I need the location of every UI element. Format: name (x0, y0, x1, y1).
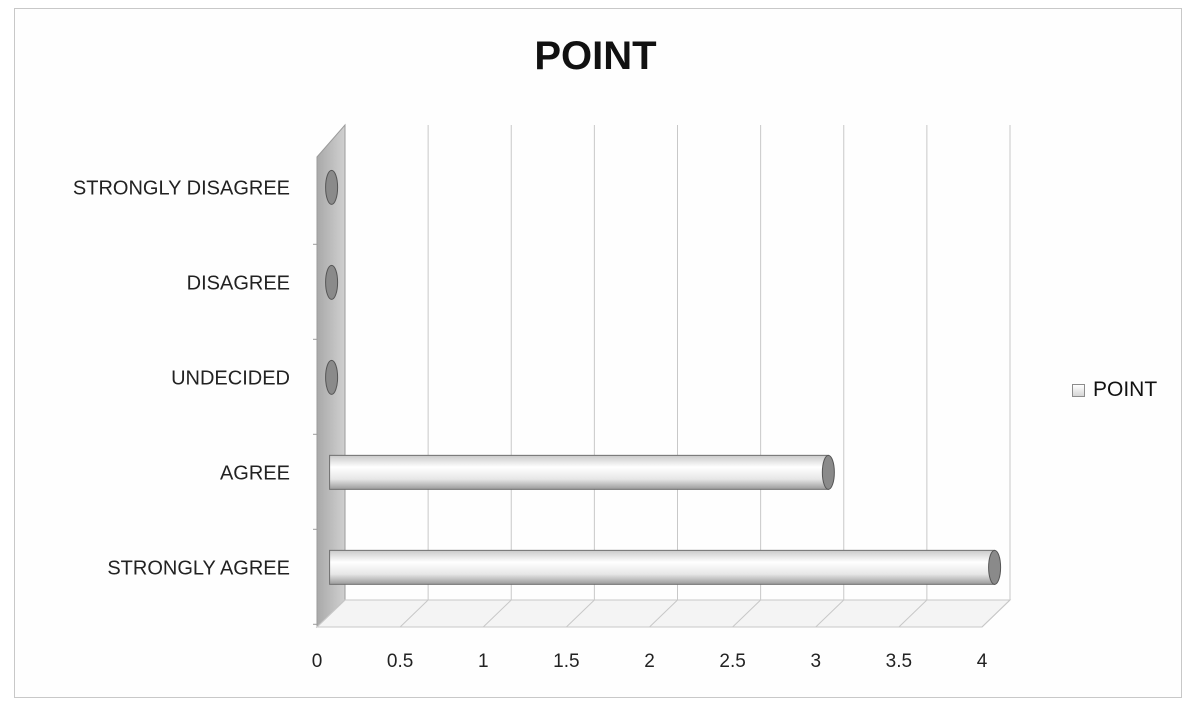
bar-cap (325, 264, 339, 300)
bar-cap (821, 454, 835, 490)
bar (329, 454, 829, 490)
floor-gridline (566, 599, 595, 628)
y-category-label: UNDECIDED (171, 367, 290, 389)
y-category-label: AGREE (220, 462, 290, 484)
x-tick-label: 4 (977, 651, 988, 672)
legend-swatch (1072, 383, 1085, 397)
floor-gridline (732, 599, 761, 628)
legend: POINT (1072, 378, 1157, 402)
floor-gridline (981, 599, 1011, 628)
floor-gridline (482, 599, 512, 628)
x-tick-label: 3.5 (886, 651, 912, 672)
bar-cap (325, 359, 339, 395)
floor-gridline (316, 599, 346, 628)
bar-cap (988, 549, 1002, 585)
x-tick-label: 3 (810, 651, 821, 672)
chart-title: POINT (534, 34, 657, 78)
x-tick-label: 1.5 (553, 651, 579, 672)
floor-gridline (399, 599, 429, 628)
x-tick-label: 1 (478, 651, 489, 672)
x-tick-label: 0 (312, 651, 323, 672)
y-category-label: DISAGREE (187, 272, 290, 294)
floor-gridline (649, 599, 678, 628)
y-category-label: STRONGLY AGREE (107, 557, 290, 579)
y-category-label: STRONGLY DISAGREE (73, 177, 290, 199)
x-tick-label: 0.5 (387, 651, 413, 672)
floor-gridline (898, 599, 928, 628)
x-tick-label: 2 (644, 651, 655, 672)
bar (329, 549, 996, 585)
legend-label: POINT (1093, 378, 1158, 401)
floor-gridline (815, 599, 845, 628)
x-tick-label: 2.5 (719, 651, 745, 672)
bar-cap (325, 169, 339, 205)
